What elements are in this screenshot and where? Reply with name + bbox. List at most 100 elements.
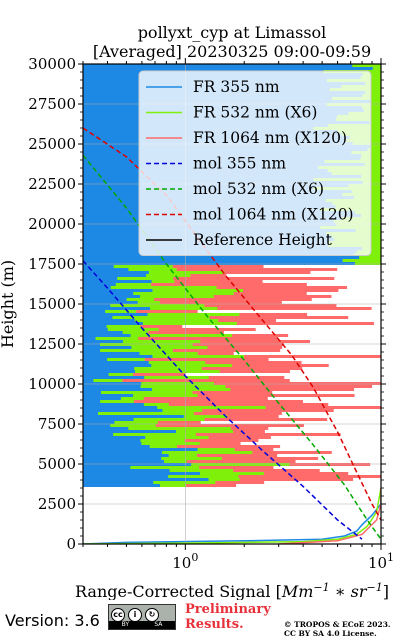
fr532-noise (83, 313, 240, 316)
fr355-noise (83, 259, 343, 262)
x-axis-label: Range-Corrected Signal [Mm−1 ∗ sr−1] (75, 581, 389, 600)
x-axis-label-unit: Mm (281, 582, 314, 600)
y-tick-label: 20000 (28, 215, 76, 233)
fr532-noise (83, 334, 233, 337)
fr355-noise (83, 304, 111, 307)
fr532-noise (83, 343, 193, 346)
fr355-noise (83, 454, 169, 457)
fr355-noise (83, 457, 162, 460)
preliminary-line2: Results. (185, 617, 244, 632)
fr532-noise (83, 295, 214, 298)
fr355-noise (83, 340, 123, 343)
fr355-noise (83, 295, 140, 298)
fr1064-noise (83, 298, 312, 301)
fr355-noise (83, 298, 127, 301)
fr532-noise (83, 316, 210, 319)
fr532-noise (83, 394, 198, 397)
fr355-noise (83, 397, 121, 400)
fr532-noise (83, 340, 201, 343)
fr532-noise (83, 346, 208, 349)
fr355-noise (83, 484, 160, 487)
fr532-noise (83, 418, 205, 421)
fr355-noise (83, 448, 198, 451)
x-axis-label-sr: sr (351, 582, 368, 600)
fr355-noise (83, 442, 142, 445)
fr1064-noise (83, 385, 373, 388)
fr1064-noise (83, 307, 372, 310)
preliminary-line1: Preliminary (185, 602, 271, 617)
fr532-noise (83, 355, 245, 358)
fr532-noise (83, 307, 218, 310)
fr532-noise (83, 376, 209, 379)
legend-label: FR 355 nm (193, 78, 280, 96)
fr1064-noise (83, 301, 282, 304)
fr1064-noise (83, 403, 329, 406)
fr355-noise (83, 469, 170, 472)
copyright-line1: © TROPOS & ECoE 2023. (284, 620, 391, 629)
fr532-noise (83, 310, 137, 313)
fr355-noise (83, 313, 148, 316)
chart: pollyxt_cyp at Limassol [Averaged] 20230… (0, 23, 394, 600)
fr532-noise (83, 442, 200, 445)
legend-label: mol 355 nm (193, 155, 286, 173)
fr355-noise (83, 289, 153, 292)
fr355-noise (83, 424, 111, 427)
fr355-noise (83, 436, 146, 439)
fr532-noise (83, 370, 220, 373)
fr355-noise (83, 415, 184, 418)
y-tick-label: 27500 (28, 95, 76, 113)
cc-icon: cc (111, 607, 125, 622)
fr1064-noise (83, 265, 264, 268)
fr355-noise (83, 364, 152, 367)
fr532-noise (83, 433, 196, 436)
fr355-noise (83, 430, 177, 433)
y-tick-label: 7500 (38, 415, 76, 433)
fr355-noise (83, 394, 134, 397)
fr355-noise (83, 286, 111, 289)
fr532-noise (83, 466, 200, 469)
fr1064-noise (83, 400, 303, 403)
fr355-noise (83, 283, 116, 286)
fr355-noise (83, 472, 201, 475)
fr355-noise (83, 277, 118, 280)
fr355-noise (83, 346, 132, 349)
fr532-noise (83, 349, 173, 352)
copyright-notice: © TROPOS & ECoE 2023. CC BY SA 4.0 Licen… (284, 620, 391, 638)
y-axis-label: Height (m) (0, 260, 17, 348)
fr1064-noise (83, 460, 296, 463)
fr355-noise (83, 310, 106, 313)
fr532-noise (83, 292, 234, 295)
fr355-noise (83, 328, 108, 331)
axes: 0 2500 5000 7500 10000 12500 15000 17500 20000 22… (28, 55, 394, 572)
fr355-noise (83, 418, 134, 421)
fr532-noise (83, 271, 225, 274)
fr1064-noise (83, 424, 304, 427)
share-alike-icon: ↻ (145, 607, 159, 622)
fr355-noise (83, 280, 152, 283)
x-tick-base: 10 (368, 554, 387, 572)
fr532-noise (83, 286, 217, 289)
fr532-noise (83, 268, 177, 271)
fr532-noise (83, 400, 134, 403)
fr355-noise (83, 358, 108, 361)
cc-strip: BY SA (109, 621, 175, 629)
fr355-noise (83, 445, 150, 448)
fr355-noise (83, 382, 142, 385)
x-tick-exponent: 1 (387, 551, 394, 564)
fr355-noise (83, 460, 164, 463)
fr355-noise (83, 307, 151, 310)
fr1064-noise (83, 409, 334, 412)
fr532-noise (83, 277, 174, 280)
fr532-noise (83, 322, 237, 325)
fr355-noise (83, 439, 141, 442)
fr1064-noise (83, 358, 269, 361)
fr355-noise (83, 274, 147, 277)
fr355-noise (83, 481, 154, 484)
x-tick-base: 10 (172, 554, 191, 572)
fr355-noise (83, 433, 114, 436)
x-tick-label: 100 (172, 551, 198, 572)
legend-label: FR 532 nm (X6) (193, 104, 317, 122)
fr532-noise (83, 367, 202, 370)
fr1064-noise (83, 283, 307, 286)
legend-label: mol 1064 nm (X120) (193, 206, 354, 224)
